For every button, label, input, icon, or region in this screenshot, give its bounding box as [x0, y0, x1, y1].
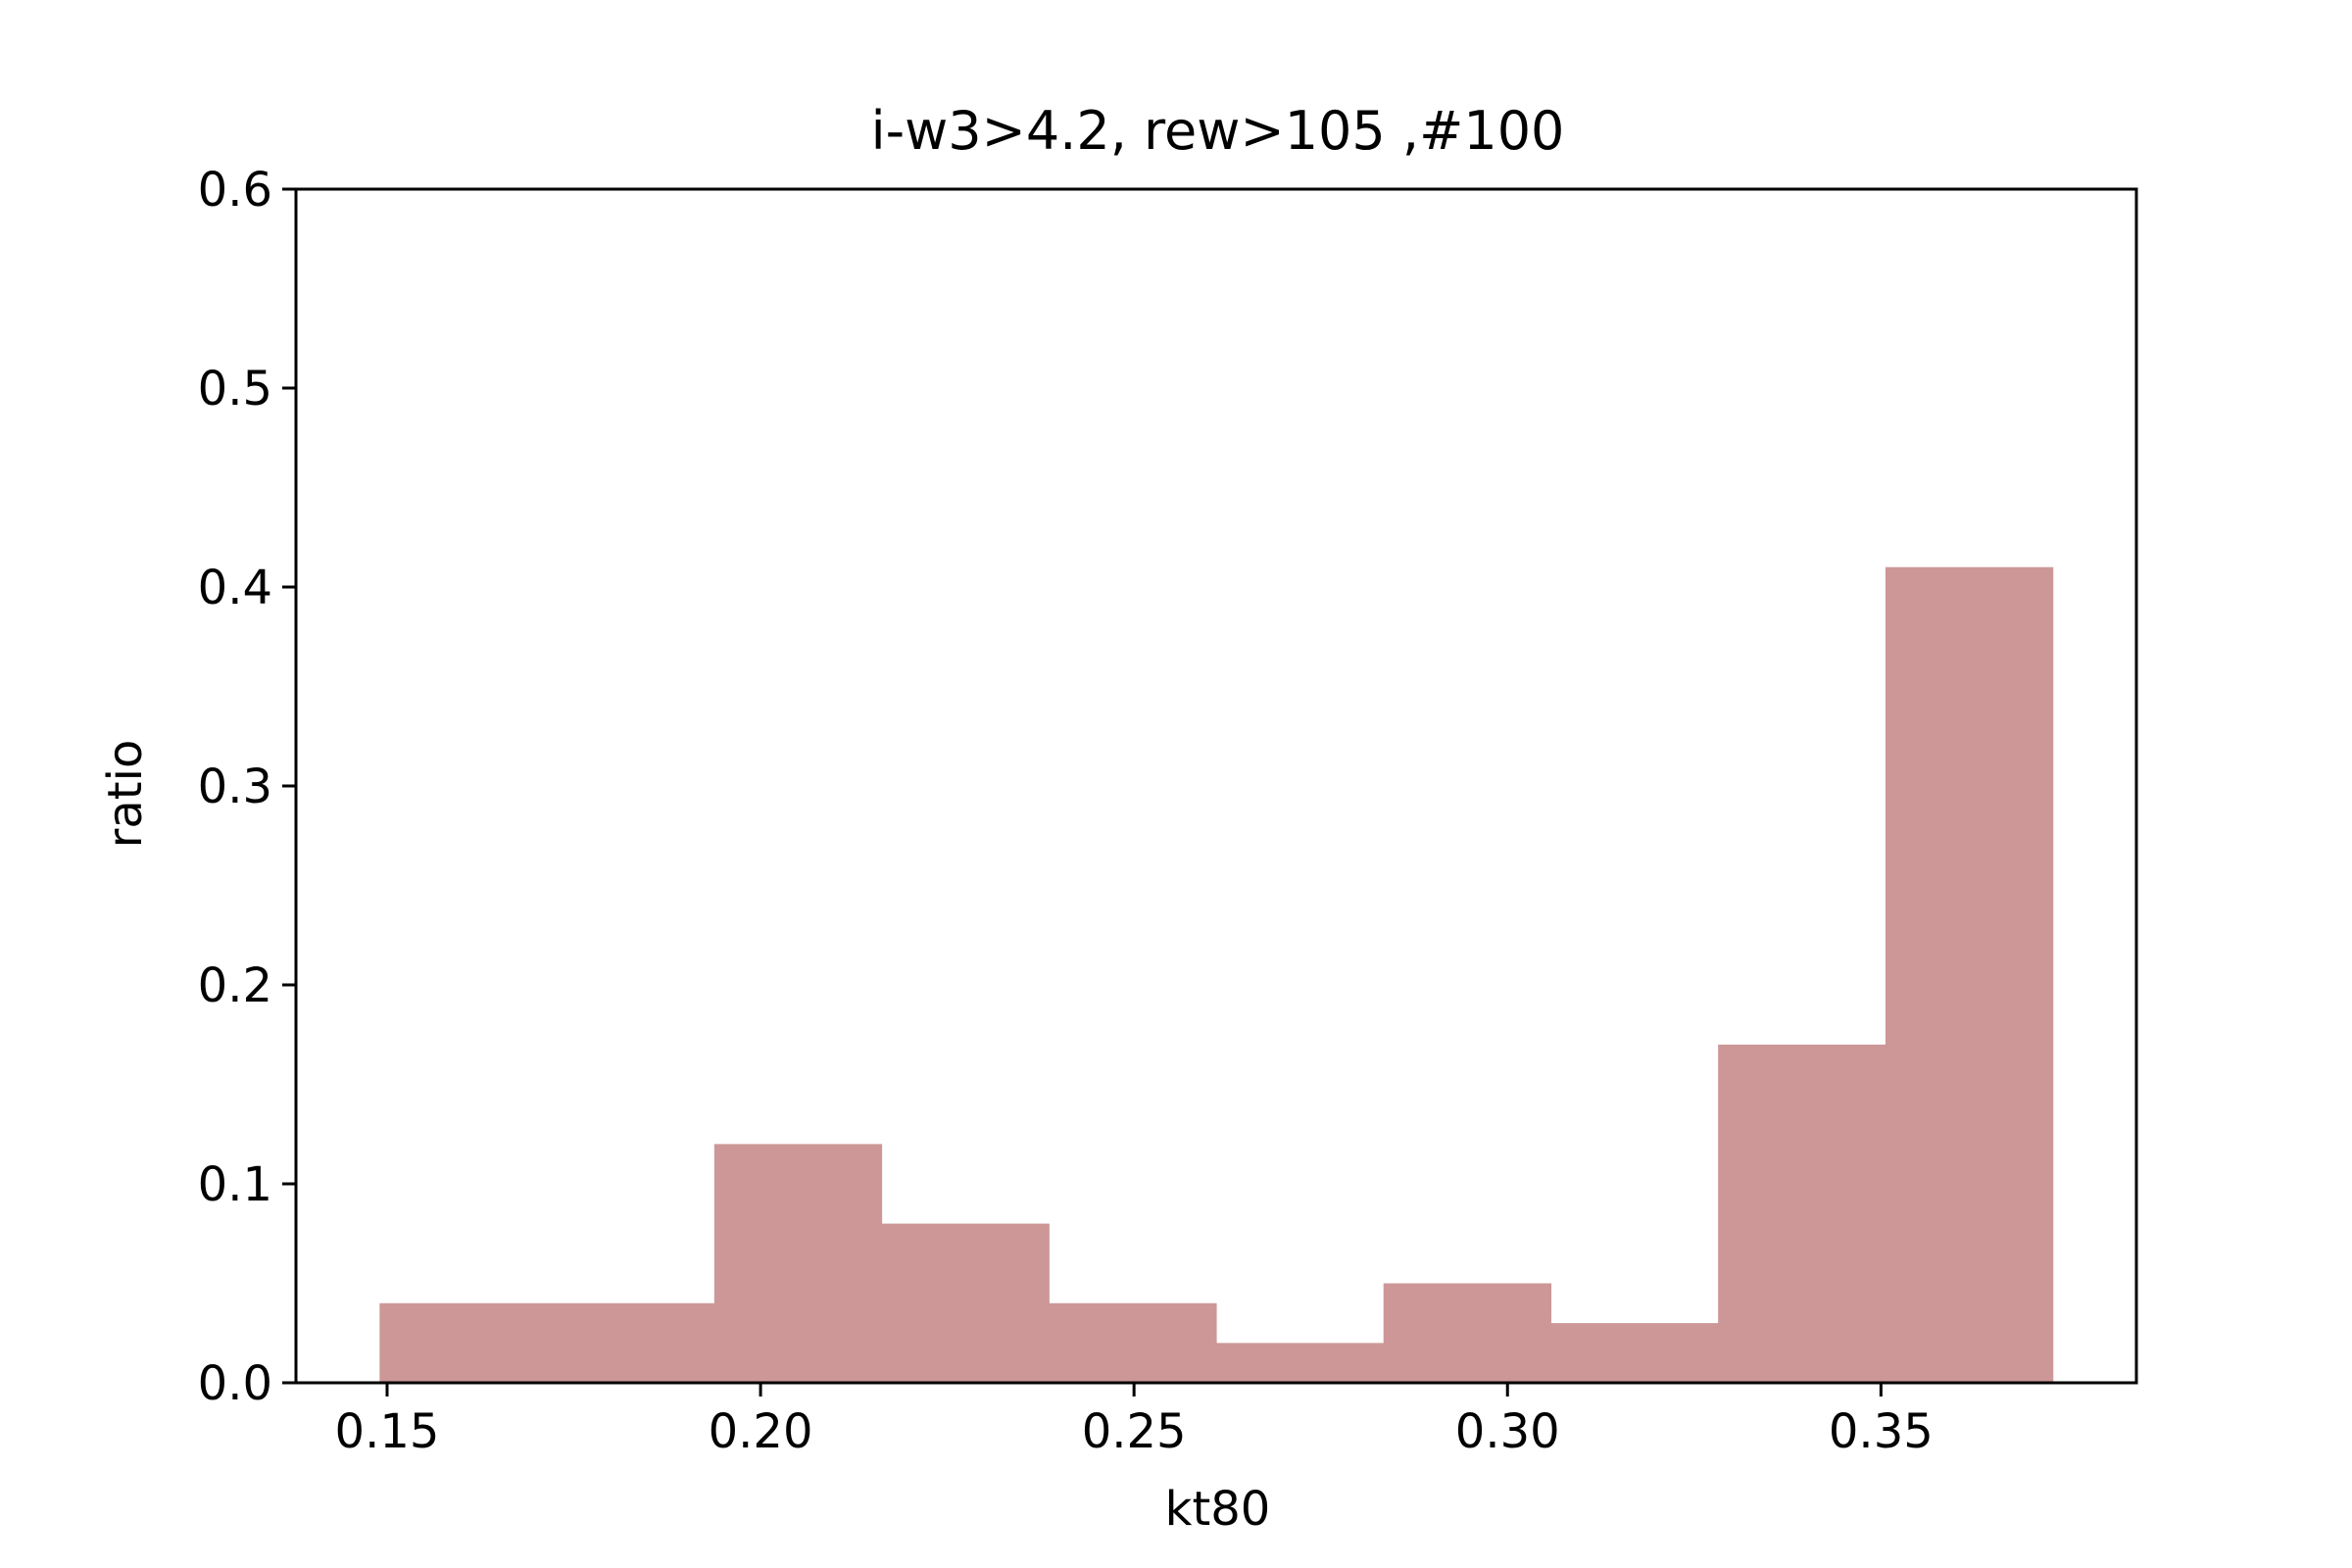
histogram-bar [547, 1302, 715, 1383]
histogram-bar [379, 1302, 548, 1383]
y-tick-label: 0.2 [198, 958, 272, 1013]
x-tick-label: 0.20 [709, 1404, 813, 1459]
histogram-bar [1885, 566, 2054, 1383]
histogram-bar [1216, 1343, 1385, 1383]
histogram-bar [1049, 1302, 1217, 1383]
x-tick-label: 0.15 [335, 1404, 440, 1459]
y-axis-label: ratio [98, 739, 153, 849]
x-tick-label: 0.30 [1455, 1404, 1560, 1459]
x-tick-label: 0.35 [1829, 1404, 1934, 1459]
ticks-layer: 0.15 0.20 0.25 0.30 0.35 0.0 0.1 0.2 0.3 0.4 0.5 0.… [198, 163, 1934, 1459]
y-tick-label: 0.5 [198, 362, 272, 416]
y-tick-label: 0.4 [198, 561, 272, 615]
histogram-bar [713, 1144, 883, 1383]
y-tick-label: 0.6 [198, 163, 272, 218]
bars-layer [379, 566, 2054, 1383]
histogram-bar [1550, 1323, 1719, 1383]
x-axis-label: kt80 [1164, 1482, 1271, 1537]
chart-title: i-w3>4.2, rew>105 ,#100 [870, 100, 1565, 162]
histogram-bar [881, 1223, 1050, 1383]
y-tick-label: 0.1 [198, 1157, 272, 1212]
histogram-bar [1718, 1044, 1886, 1383]
y-tick-label: 0.0 [198, 1356, 272, 1411]
y-tick-label: 0.3 [198, 760, 272, 814]
x-tick-label: 0.25 [1082, 1404, 1187, 1459]
plot-frame [294, 187, 2138, 1385]
histogram-bar [1383, 1283, 1552, 1383]
